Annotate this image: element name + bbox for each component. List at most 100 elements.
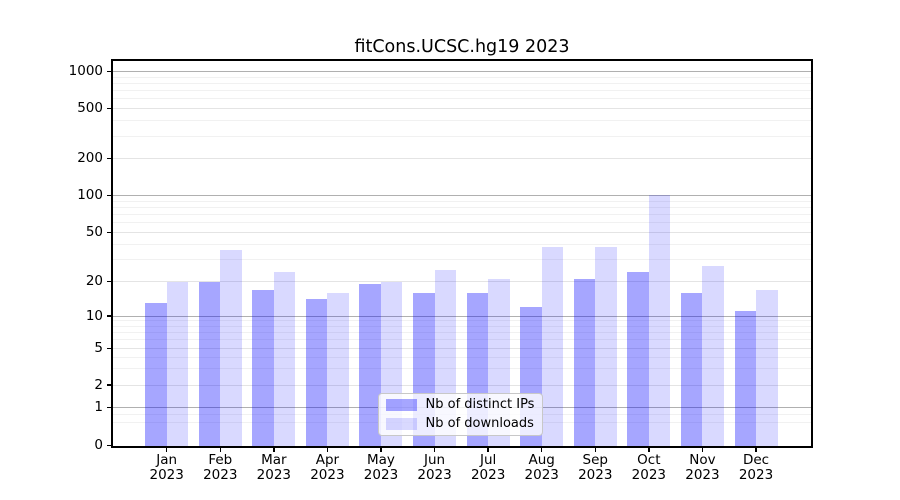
x-tick-mark (648, 447, 650, 452)
bar-distinct-ips-jan (145, 302, 167, 446)
gridline-major-dark (113, 315, 811, 317)
gridline-minor (113, 320, 811, 322)
y-tick-label: 2 (94, 376, 103, 393)
bar-downloads-sep (595, 247, 617, 446)
legend-item-distinct-ips: Nb of distinct IPs (385, 396, 542, 412)
y-tick-mark (106, 315, 111, 317)
y-tick-label: 200 (77, 149, 103, 166)
bar-downloads-nov (702, 265, 724, 446)
x-tick-label-year: 2023 (363, 466, 399, 483)
bar-downloads-dec (756, 289, 778, 446)
bar-downloads-apr (327, 292, 349, 446)
gridline-minor (113, 325, 811, 327)
x-tick-label: Jun 2023 (403, 452, 467, 484)
legend-swatch-distinct-ips (385, 398, 417, 411)
x-tick-mark (433, 447, 436, 452)
x-tick-label: Sep 2023 (563, 452, 627, 484)
y-tick-label: 5 (94, 339, 103, 356)
bar-distinct-ips-apr (305, 299, 328, 446)
y-tick-mark (106, 157, 111, 160)
legend-swatch-downloads (385, 417, 417, 430)
gridline-minor (113, 332, 811, 334)
axes-frame (111, 58, 813, 448)
gridline-major-light (113, 384, 811, 386)
gridline-major-light (113, 232, 811, 234)
x-tick-label: Feb 2023 (188, 452, 252, 484)
y-tick-label: 500 (77, 99, 103, 116)
bar-distinct-ips-may (359, 284, 381, 446)
gridline-minor (113, 368, 811, 370)
y-tick-mark (106, 280, 111, 283)
y-tick-label: 10 (85, 307, 103, 324)
gridline-minor (113, 89, 811, 91)
x-tick-label: Jan 2023 (135, 452, 199, 484)
x-tick-label-year: 2023 (685, 466, 720, 483)
gridline-major-light (113, 281, 811, 282)
x-tick-mark (487, 447, 489, 452)
bar-downloads-jan (166, 281, 189, 446)
chart-title: fitCons.UCSC.hg19 2023 (354, 37, 570, 57)
y-tick-mark (106, 70, 111, 73)
x-tick-label-year: 2023 (417, 466, 452, 483)
y-tick-mark (106, 231, 111, 234)
gridline-minor (113, 82, 811, 84)
x-tick-mark (755, 447, 757, 452)
gridline-minor (113, 135, 811, 137)
y-tick-label: 100 (77, 187, 103, 204)
x-tick-label: Dec 2023 (724, 452, 788, 484)
bar-distinct-ips-oct (627, 271, 649, 446)
bar-downloads-feb (220, 250, 242, 446)
gridline-major-dark (113, 195, 811, 197)
x-tick-mark (219, 447, 222, 452)
x-tick-mark (594, 447, 597, 452)
x-tick-label: Jul 2023 (456, 452, 520, 484)
gridline-minor (113, 119, 811, 121)
gridline-minor (113, 76, 811, 78)
y-tick-mark (106, 107, 111, 110)
x-tick-label-year: 2023 (203, 466, 238, 483)
legend: Nb of distinct IPs Nb of downloads (377, 392, 543, 436)
x-tick-label: Apr 2023 (295, 452, 359, 484)
gridline-major-light (113, 157, 811, 159)
x-tick-label: Mar 2023 (242, 452, 306, 484)
gridline-major-dark (113, 71, 811, 72)
x-tick-mark (326, 447, 329, 452)
y-tick-label: 20 (85, 273, 103, 289)
legend-label-distinct-ips: Nb of distinct IPs (425, 396, 535, 412)
gridline-minor (113, 244, 811, 246)
y-tick-label: 0 (94, 437, 103, 454)
y-tick-mark (106, 444, 111, 447)
legend-label-downloads: Nb of downloads (425, 415, 534, 431)
x-tick-label-year: 2023 (524, 466, 559, 483)
y-tick-mark (106, 194, 111, 197)
y-tick-label: 1000 (68, 63, 103, 79)
gridline-minor (113, 356, 811, 358)
gridline-minor (113, 98, 811, 100)
gridline-minor (113, 214, 811, 216)
y-tick-label: 1 (94, 398, 103, 415)
x-tick-mark (165, 447, 168, 452)
x-tick-label: May 2023 (349, 452, 413, 484)
gridline-minor (113, 200, 811, 202)
x-tick-label: Aug 2023 (510, 452, 574, 484)
gridline-major-light (113, 107, 811, 109)
x-tick-mark (540, 447, 543, 452)
x-tick-label-year: 2023 (631, 466, 667, 483)
x-tick-label-year: 2023 (310, 466, 345, 483)
x-tick-mark (273, 447, 275, 452)
x-tick-label-year: 2023 (256, 466, 292, 483)
gridline-minor (113, 222, 811, 224)
x-tick-mark (380, 447, 382, 452)
bar-downloads-oct (648, 194, 671, 446)
x-tick-label-year: 2023 (149, 466, 184, 483)
x-tick-label: Nov 2023 (670, 452, 734, 484)
bar-distinct-ips-sep (573, 278, 596, 446)
y-tick-mark (106, 347, 111, 350)
x-tick-label-year: 2023 (470, 466, 506, 483)
bar-distinct-ips-feb (198, 281, 221, 446)
bar-downloads-mar (273, 271, 296, 446)
gridline-minor (113, 207, 811, 209)
legend-item-downloads: Nb of downloads (385, 415, 542, 431)
